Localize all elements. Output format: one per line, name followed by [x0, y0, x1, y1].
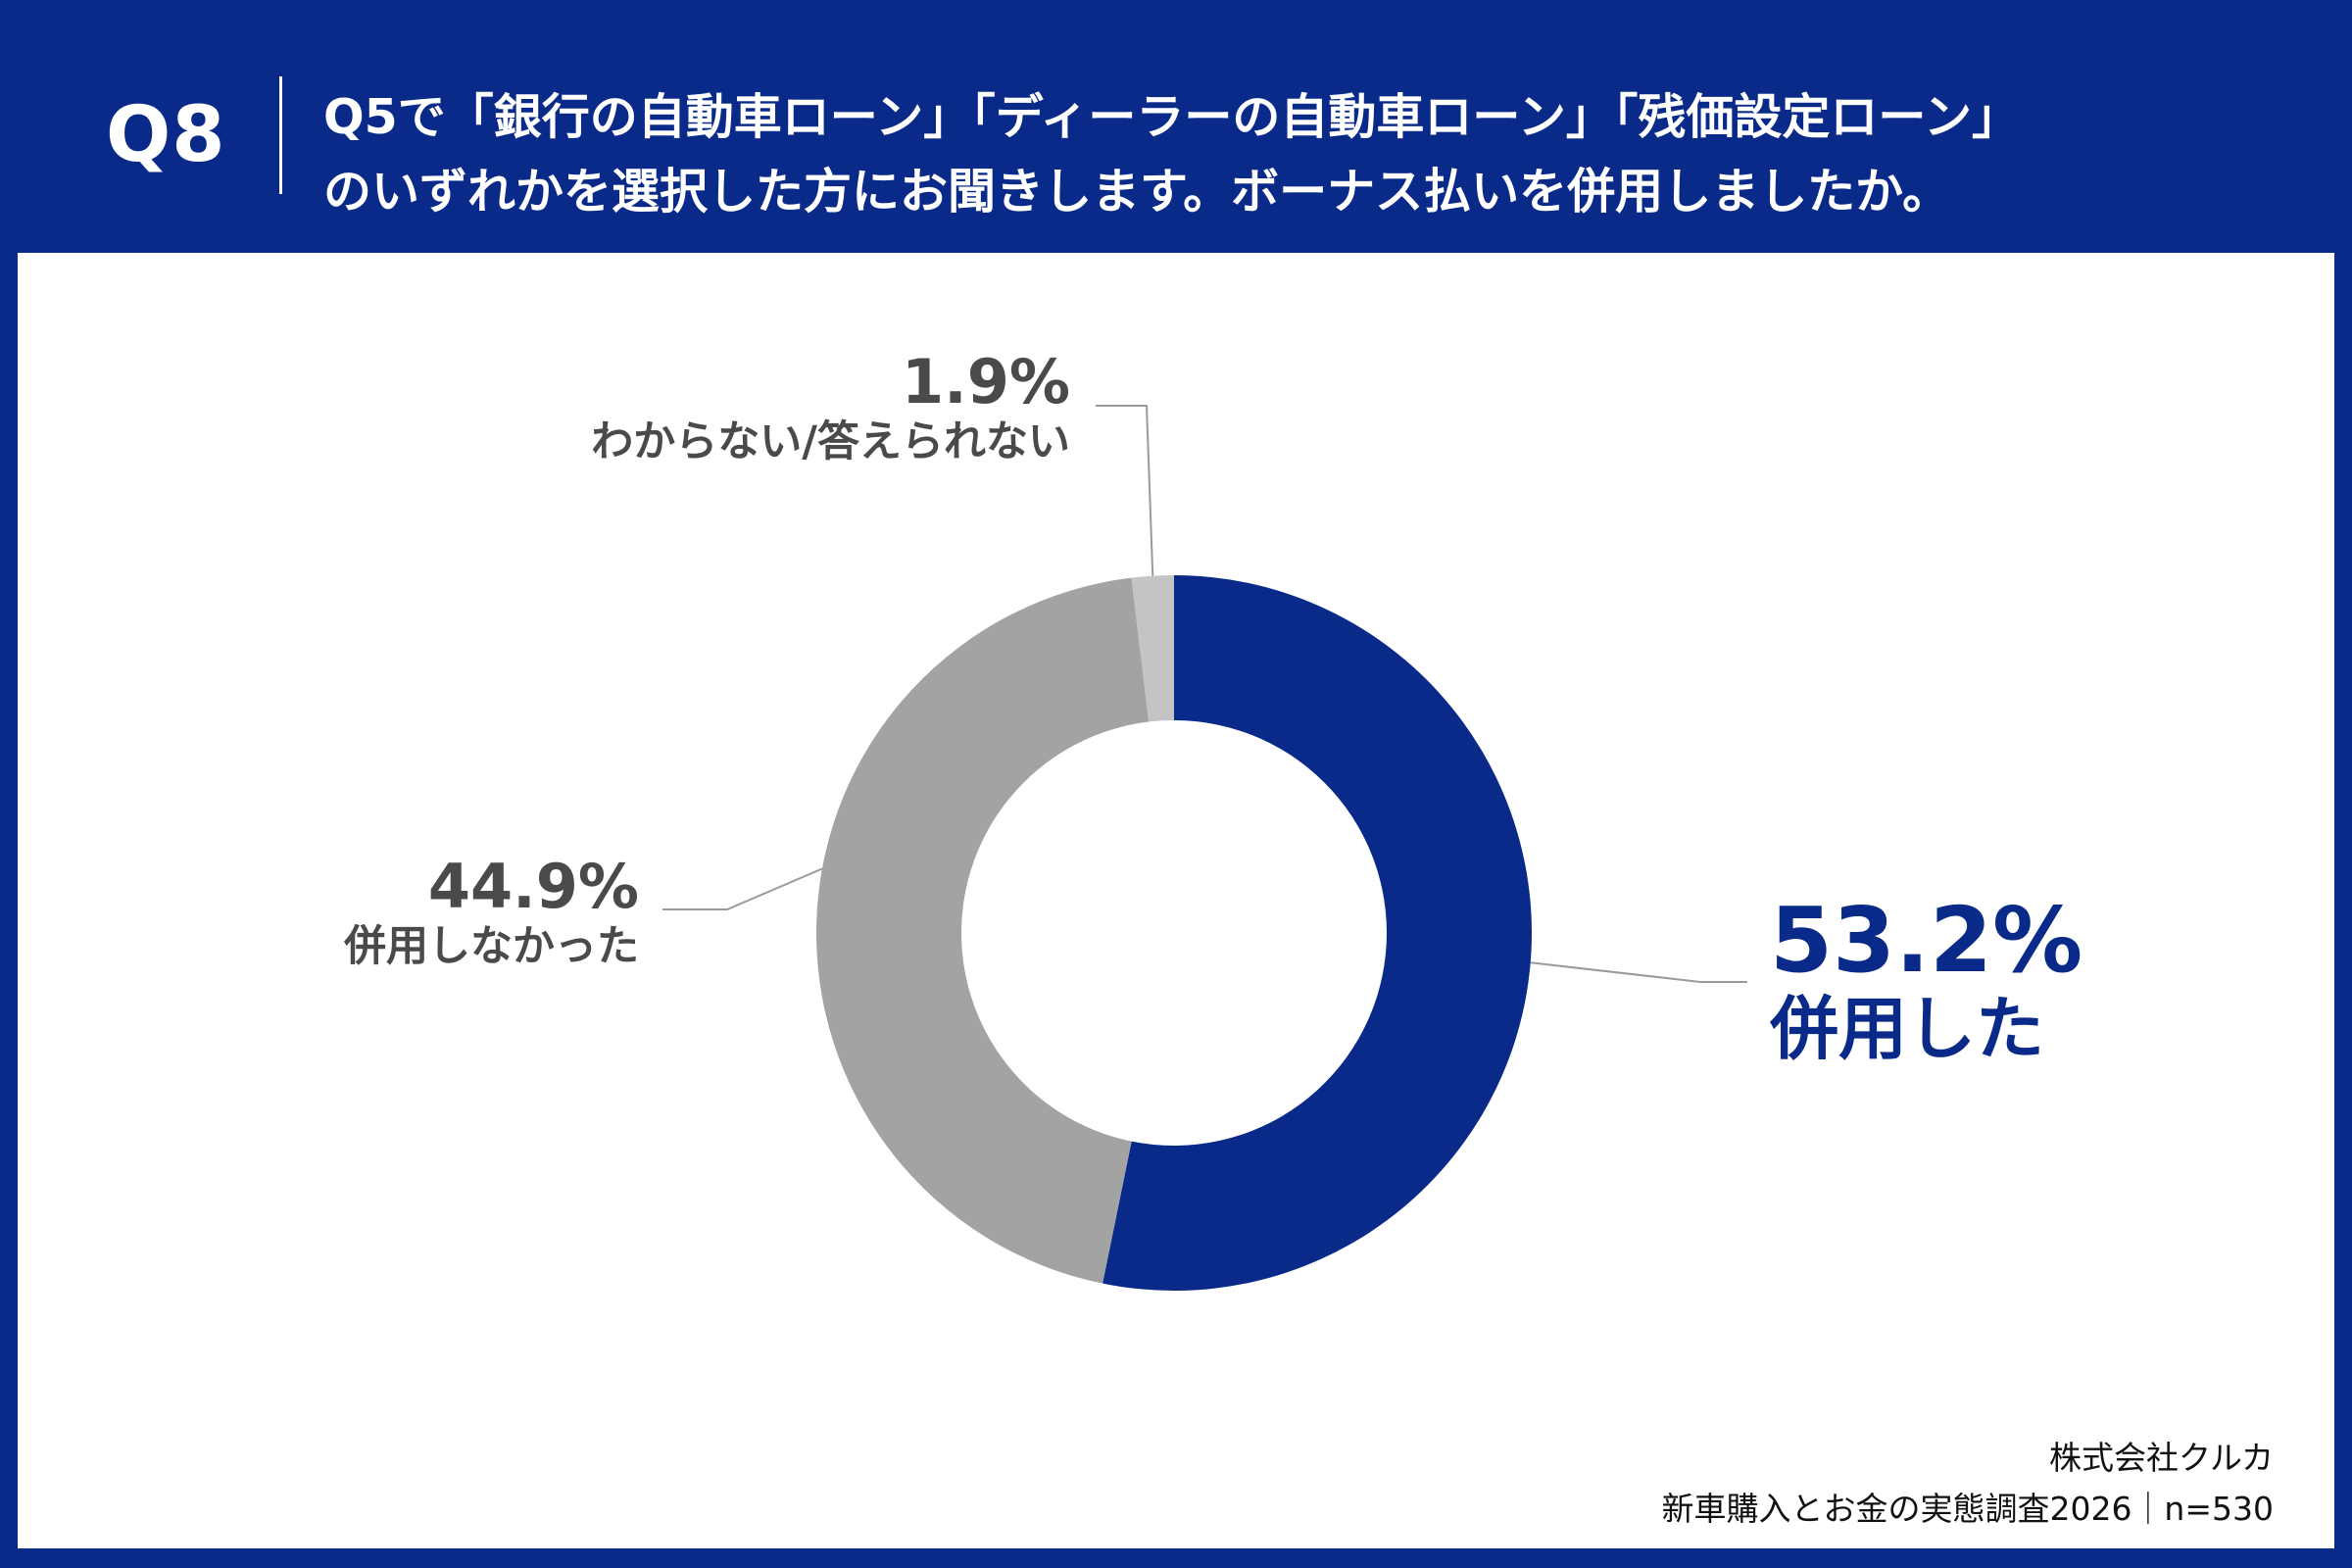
leader-line-dont-know: [1096, 405, 1154, 576]
label-dont-know-pct: 1.9%: [902, 346, 1070, 417]
label-not-used-category: 併用しなかった: [344, 922, 639, 971]
question-line-1: Q5で「銀行の自動車ローン」「ディーラーの自動車ローン」「残価設定ローン」: [323, 89, 2020, 145]
label-dont-know-category: わからない/答えられない: [591, 417, 1070, 466]
question-text: Q5で「銀行の自動車ローン」「ディーラーの自動車ローン」「残価設定ローン」 のい…: [323, 80, 2303, 229]
label-not-used-pct: 44.9%: [427, 851, 639, 922]
slice-dont-know: [1131, 575, 1174, 722]
slice-not-used: [815, 577, 1150, 1284]
slice-used: [1102, 575, 1532, 1291]
chart-panel: [18, 253, 2334, 1548]
leader-lines: [662, 405, 1747, 983]
leader-line-used: [1530, 961, 1747, 983]
header-divider: [279, 76, 282, 194]
label-dont-know: 1.9% わからない/答えられない: [591, 348, 1070, 467]
label-used: 53.2% 併用した: [1770, 888, 2083, 1069]
label-used-pct: 53.2%: [1770, 888, 2083, 993]
leader-line-not-used: [662, 867, 823, 910]
question-line-2: のいずれかを選択した方にお聞きします。ボーナス払いを併用しましたか。: [323, 164, 1951, 220]
label-used-category: 併用した: [1770, 989, 2044, 1069]
donut-slices: [815, 575, 1532, 1291]
header-band: Q8 Q5で「銀行の自動車ローン」「ディーラーの自動車ローン」「残価設定ローン」…: [0, 0, 2352, 253]
footer-company: 株式会社クルカ: [2048, 1439, 2274, 1477]
footer: 株式会社クルカ 新車購入とお金の実態調査2026｜n=530: [1661, 1433, 2274, 1535]
footer-survey: 新車購入とお金の実態調査2026｜n=530: [1661, 1490, 2274, 1528]
label-not-used: 44.9% 併用しなかった: [344, 853, 639, 972]
question-number: Q8: [106, 91, 226, 179]
